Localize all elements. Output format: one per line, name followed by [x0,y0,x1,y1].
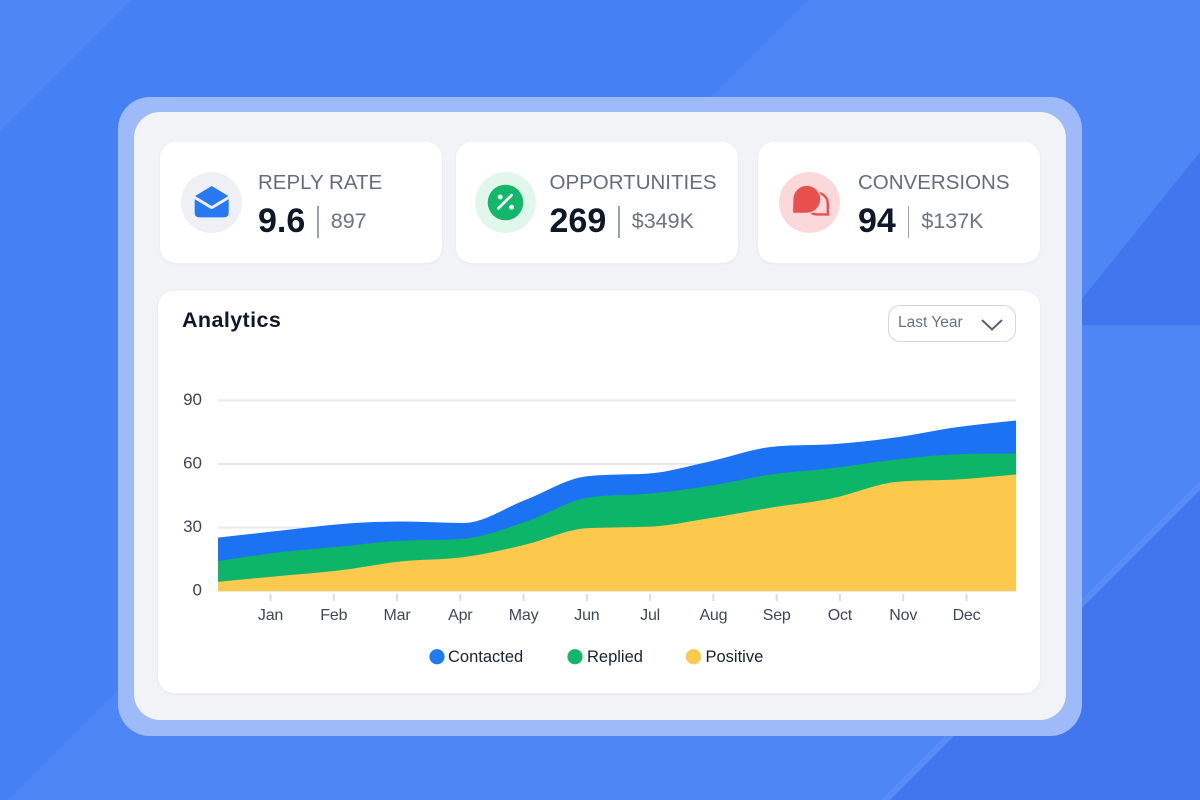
svg-text:Aug: Aug [699,607,727,624]
svg-text:Feb: Feb [320,607,347,624]
svg-text:Jul: Jul [640,607,660,624]
svg-text:May: May [509,607,539,624]
svg-text:60: 60 [183,454,202,473]
svg-text:Dec: Dec [953,607,981,624]
svg-text:Contacted: Contacted [448,648,523,666]
svg-text:Positive: Positive [706,648,764,666]
svg-text:Jan: Jan [258,607,283,624]
svg-text:30: 30 [183,517,202,536]
svg-text:Sep: Sep [763,607,791,624]
svg-text:Oct: Oct [828,607,853,624]
svg-text:Replied: Replied [587,648,643,666]
svg-text:Nov: Nov [889,607,917,624]
svg-text:Apr: Apr [448,607,473,624]
svg-text:Jun: Jun [574,607,599,624]
svg-text:0: 0 [193,581,202,600]
svg-text:90: 90 [183,390,202,409]
svg-text:Mar: Mar [384,607,412,624]
